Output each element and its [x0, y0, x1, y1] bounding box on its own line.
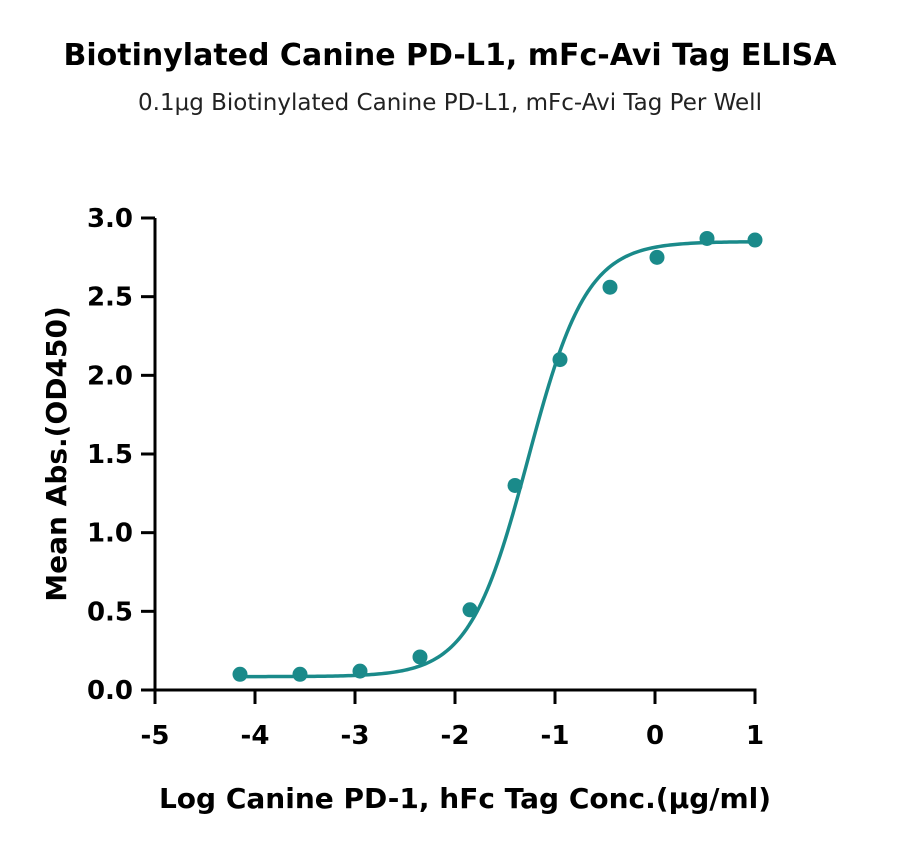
data-point — [650, 250, 665, 265]
y-tick-label: 3.0 — [87, 204, 133, 234]
y-tick-label: 0.0 — [87, 676, 133, 706]
x-tick-label: -2 — [441, 721, 470, 751]
x-axis-title: Log Canine PD-1, hFc Tag Conc.(μg/ml) — [159, 782, 771, 815]
data-point — [233, 667, 248, 682]
y-tick-label: 1.0 — [87, 519, 133, 549]
x-tick-label: 1 — [746, 721, 764, 751]
y-tick-label: 2.5 — [87, 283, 133, 313]
x-tick-label: -5 — [141, 721, 170, 751]
y-ticks: 0.0 0.5 1.0 1.5 2.0 2.5 3.0 — [87, 204, 155, 706]
fit-curve — [240, 242, 755, 677]
data-point — [463, 602, 478, 617]
x-tick-label: 0 — [646, 721, 664, 751]
data-points — [233, 231, 763, 682]
x-tick-label: -4 — [241, 721, 270, 751]
y-tick-label: 1.5 — [87, 440, 133, 470]
x-tick-label: -3 — [341, 721, 370, 751]
y-axis-title: Mean Abs.(OD450) — [40, 306, 73, 602]
data-point — [603, 280, 618, 295]
axes — [154, 218, 757, 692]
data-point — [413, 649, 428, 664]
data-point — [508, 478, 523, 493]
data-point — [553, 352, 568, 367]
data-point — [748, 233, 763, 248]
data-point — [353, 664, 368, 679]
data-point — [293, 667, 308, 682]
data-point — [700, 231, 715, 246]
y-tick-label: 2.0 — [87, 361, 133, 391]
x-ticks: -5 -4 -3 -2 -1 0 1 — [141, 690, 764, 751]
y-tick-label: 0.5 — [87, 597, 133, 627]
x-tick-label: -1 — [541, 721, 570, 751]
